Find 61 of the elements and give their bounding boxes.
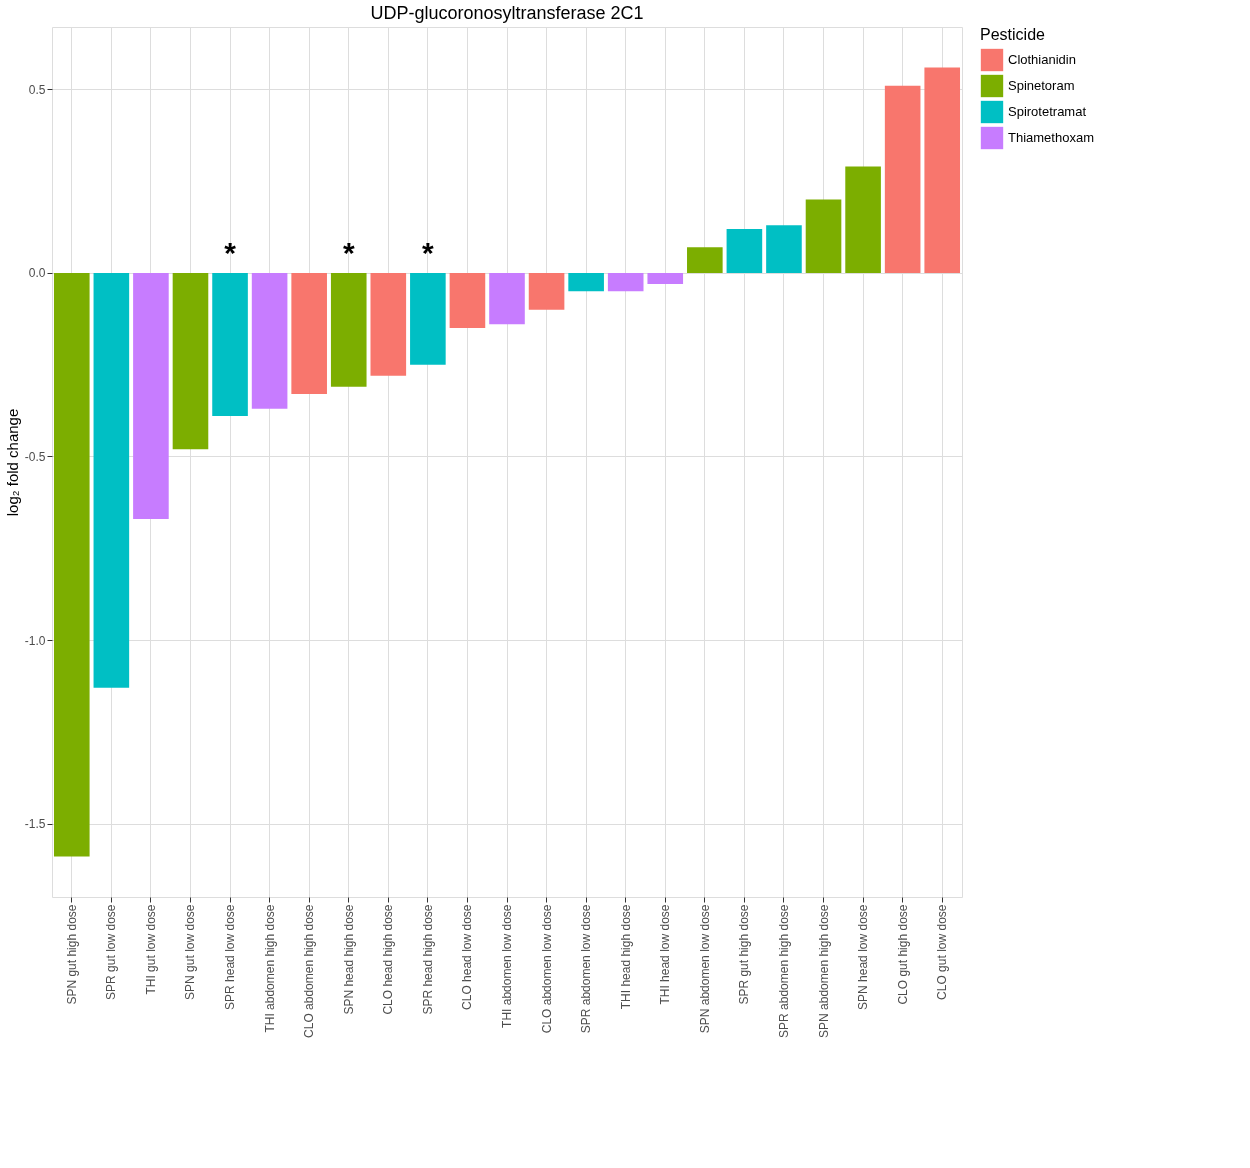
bar [647,272,684,284]
x-tick-label: THI abdomen low dose [500,904,514,1028]
x-tick-label: THI abdomen high dose [262,904,277,1033]
legend-label: Spirotetramat [1008,104,1087,119]
x-tick-label: SPN gut high dose [64,904,79,1005]
legend-label: Thiamethoxam [1008,130,1094,145]
x-tick-label: SPN head low dose [856,904,871,1010]
x-tick-label: SPN abdomen high dose [816,904,831,1038]
annotation: * [342,235,355,269]
x-tick-label: SPR head low dose [223,904,238,1010]
x-tick-label: SPR abdomen high dose [776,904,791,1038]
x-tick-label: CLO abdomen low dose [539,904,554,1034]
bar [133,272,169,519]
x-tick-label: SPN head high dose [341,904,356,1015]
bar [370,272,407,376]
bar [924,67,961,273]
bar [53,272,90,857]
bar [449,272,486,329]
bar [251,272,288,409]
x-tick-label: THI gut low dose [143,904,158,995]
bar [884,85,921,273]
bar [805,199,842,273]
y-tick-label: -1.0 [24,633,46,648]
bar [93,272,130,688]
y-axis-title: log₂ fold change [3,408,21,517]
x-tick-label: CLO gut high dose [895,904,910,1005]
bar [687,247,723,273]
bar [568,272,604,292]
bar [766,225,802,273]
bar [172,272,209,450]
x-tick-label: CLO head high dose [381,904,396,1015]
y-tick-label: 0.5 [28,82,46,97]
bar [489,272,525,325]
bar [607,272,644,292]
x-tick-label: THI head high dose [618,904,633,1010]
x-tick-label: SPR abdomen low dose [579,904,594,1034]
legend-label: Spinetoram [1008,78,1075,93]
x-tick-label: CLO abdomen high dose [302,904,317,1038]
bar [528,272,565,310]
x-tick-label: SPN abdomen low dose [697,904,712,1034]
bar [330,272,367,387]
y-tick-label: -0.5 [24,449,46,464]
x-tick-label: SPR head high dose [420,904,435,1015]
bar [410,272,446,365]
y-tick-label: -1.5 [24,817,46,832]
x-tick-label: SPN gut low dose [183,904,198,1000]
x-tick-label: THI head low dose [658,904,673,1005]
legend-title: Pesticide [980,26,1046,43]
annotation: * [422,235,435,269]
bar [212,272,248,417]
bar [726,228,763,273]
y-tick-label: 0.0 [28,266,46,281]
x-tick-label: SPR gut high dose [737,904,752,1005]
chart-title: UDP-glucoronosyltransferase 2C1 [370,3,644,23]
bar [291,272,327,395]
x-tick-label: CLO gut low dose [935,904,950,1000]
x-tick-label: SPR gut low dose [104,904,119,1000]
annotation: * [224,235,237,269]
bar [845,166,881,273]
x-tick-label: CLO head low dose [460,904,475,1010]
legend-label: Clothianidin [1008,52,1076,67]
